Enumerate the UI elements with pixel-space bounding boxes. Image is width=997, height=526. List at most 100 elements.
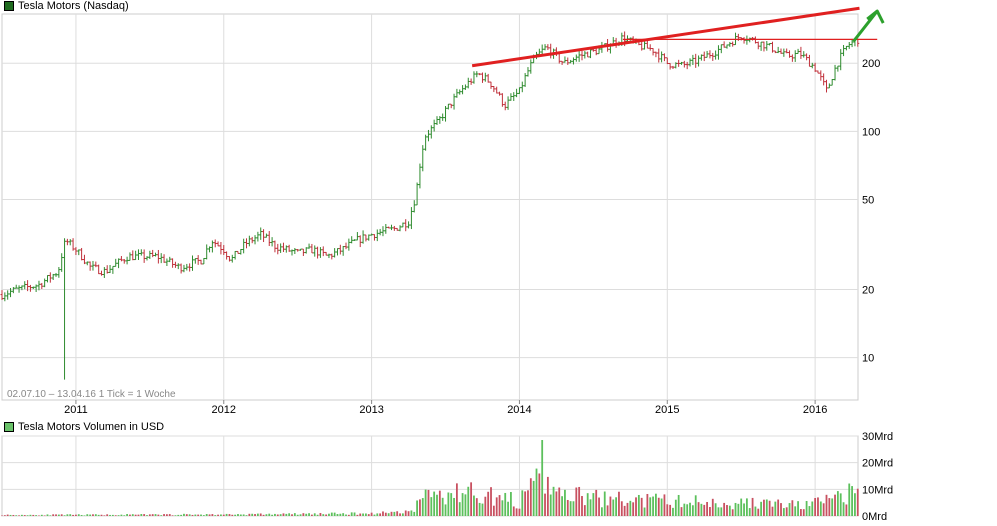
volume-bar bbox=[828, 498, 831, 516]
volume-bar bbox=[834, 494, 836, 516]
volume-bar bbox=[120, 514, 123, 516]
volume-bar bbox=[768, 500, 771, 516]
volume-bar bbox=[106, 514, 109, 516]
volume-bar bbox=[379, 513, 382, 516]
volume-bar bbox=[168, 514, 171, 516]
volume-bar bbox=[123, 515, 126, 516]
volume-bar bbox=[339, 513, 342, 516]
volume-bar bbox=[780, 503, 782, 516]
volume-bar bbox=[60, 514, 63, 516]
volume-bar bbox=[66, 514, 69, 516]
volume-bar bbox=[188, 514, 191, 516]
date-range-info: 02.07.10 – 13.04.16 1 Tick = 1 Woche bbox=[7, 389, 176, 400]
volume-bar bbox=[598, 497, 600, 516]
volume-bar bbox=[419, 499, 421, 516]
volume-bar bbox=[165, 514, 168, 516]
volume-bar bbox=[760, 501, 763, 516]
volume-bar bbox=[490, 487, 492, 516]
volume-bar bbox=[333, 512, 336, 516]
volume-bar bbox=[208, 514, 211, 516]
volume-bar bbox=[854, 493, 856, 516]
volume-bar bbox=[754, 506, 757, 516]
volume-bar bbox=[546, 476, 549, 516]
volume-bar bbox=[495, 497, 498, 516]
volume-bar bbox=[774, 501, 777, 516]
volume-bar bbox=[714, 503, 717, 516]
volume-bar bbox=[640, 497, 643, 516]
volume-bar bbox=[100, 514, 103, 516]
volume-bar bbox=[512, 506, 515, 516]
volume-bar bbox=[740, 498, 743, 516]
volume-bar bbox=[723, 502, 726, 516]
volume-bar bbox=[55, 514, 57, 516]
volume-bar bbox=[848, 483, 851, 516]
volume-bar bbox=[356, 514, 359, 516]
volume-bar bbox=[29, 514, 32, 516]
volume-bar bbox=[745, 498, 748, 516]
volume-bar bbox=[623, 505, 626, 516]
volume-bar bbox=[89, 514, 92, 516]
volume-bar bbox=[569, 501, 572, 516]
volume-bar bbox=[129, 514, 131, 516]
volume-y-tick-label: 20Mrd bbox=[862, 458, 893, 470]
rising-trendline bbox=[471, 6, 860, 68]
volume-bar bbox=[103, 515, 106, 516]
volume-bar bbox=[836, 491, 839, 516]
volume-bar bbox=[347, 514, 350, 516]
volume-bar bbox=[672, 507, 674, 516]
volume-bar bbox=[771, 506, 774, 516]
volume-bar bbox=[697, 502, 700, 516]
volume-bar bbox=[626, 502, 629, 516]
volume-bar bbox=[157, 514, 160, 516]
volume-bar bbox=[703, 504, 706, 516]
volume-bar bbox=[453, 497, 455, 516]
volume-bar bbox=[666, 504, 669, 516]
volume-bar bbox=[143, 514, 146, 516]
volume-bar bbox=[242, 514, 245, 516]
volume-bar bbox=[319, 513, 322, 516]
volume-bar bbox=[254, 514, 256, 516]
volume-bar bbox=[734, 502, 737, 516]
volume-bar bbox=[541, 440, 544, 516]
volume-bar bbox=[256, 513, 259, 516]
volume-bar bbox=[15, 515, 18, 516]
volume-bar bbox=[148, 514, 151, 516]
volume-bar bbox=[527, 490, 529, 516]
volume-bar bbox=[245, 515, 248, 516]
volume-bar bbox=[811, 501, 814, 516]
volume-bar bbox=[683, 503, 686, 516]
price-y-tick-label: 50 bbox=[862, 194, 874, 206]
volume-bar bbox=[387, 513, 390, 516]
volume-bar bbox=[510, 492, 512, 516]
volume-bar bbox=[200, 514, 202, 516]
volume-bar bbox=[291, 514, 293, 516]
volume-bar bbox=[501, 500, 504, 516]
price-y-tick-label: 200 bbox=[862, 58, 880, 70]
volume-bar bbox=[515, 508, 518, 516]
volume-bar bbox=[851, 486, 853, 516]
volume-bar bbox=[325, 514, 328, 516]
volume-bar bbox=[97, 514, 100, 516]
volume-bar bbox=[276, 514, 279, 516]
volume-bar bbox=[126, 514, 128, 516]
volume-bar bbox=[427, 489, 430, 516]
volume-bar bbox=[552, 486, 555, 516]
volume-bar bbox=[23, 515, 26, 516]
volume-bar bbox=[75, 514, 77, 516]
volume-bar bbox=[592, 493, 595, 516]
volume-bar bbox=[342, 513, 345, 516]
volume-bar bbox=[561, 496, 563, 516]
price-y-tick-label: 10 bbox=[862, 353, 874, 365]
volume-bar bbox=[794, 506, 797, 516]
volume-bar bbox=[433, 491, 436, 516]
volume-bar bbox=[711, 498, 714, 516]
volume-bar bbox=[174, 515, 177, 516]
volume-bar bbox=[845, 504, 848, 516]
volume-bar bbox=[791, 500, 794, 516]
price-chart-title: Tesla Motors (Nasdaq) bbox=[18, 0, 129, 12]
volume-bar bbox=[365, 513, 367, 516]
price-y-tick-label: 20 bbox=[862, 285, 874, 297]
volume-bar bbox=[296, 514, 299, 516]
volume-bar bbox=[86, 514, 89, 516]
price-chart: 10 20 50 100 200 2011 2012 2013 2014 2015 2016 bbox=[0, 6, 885, 416]
